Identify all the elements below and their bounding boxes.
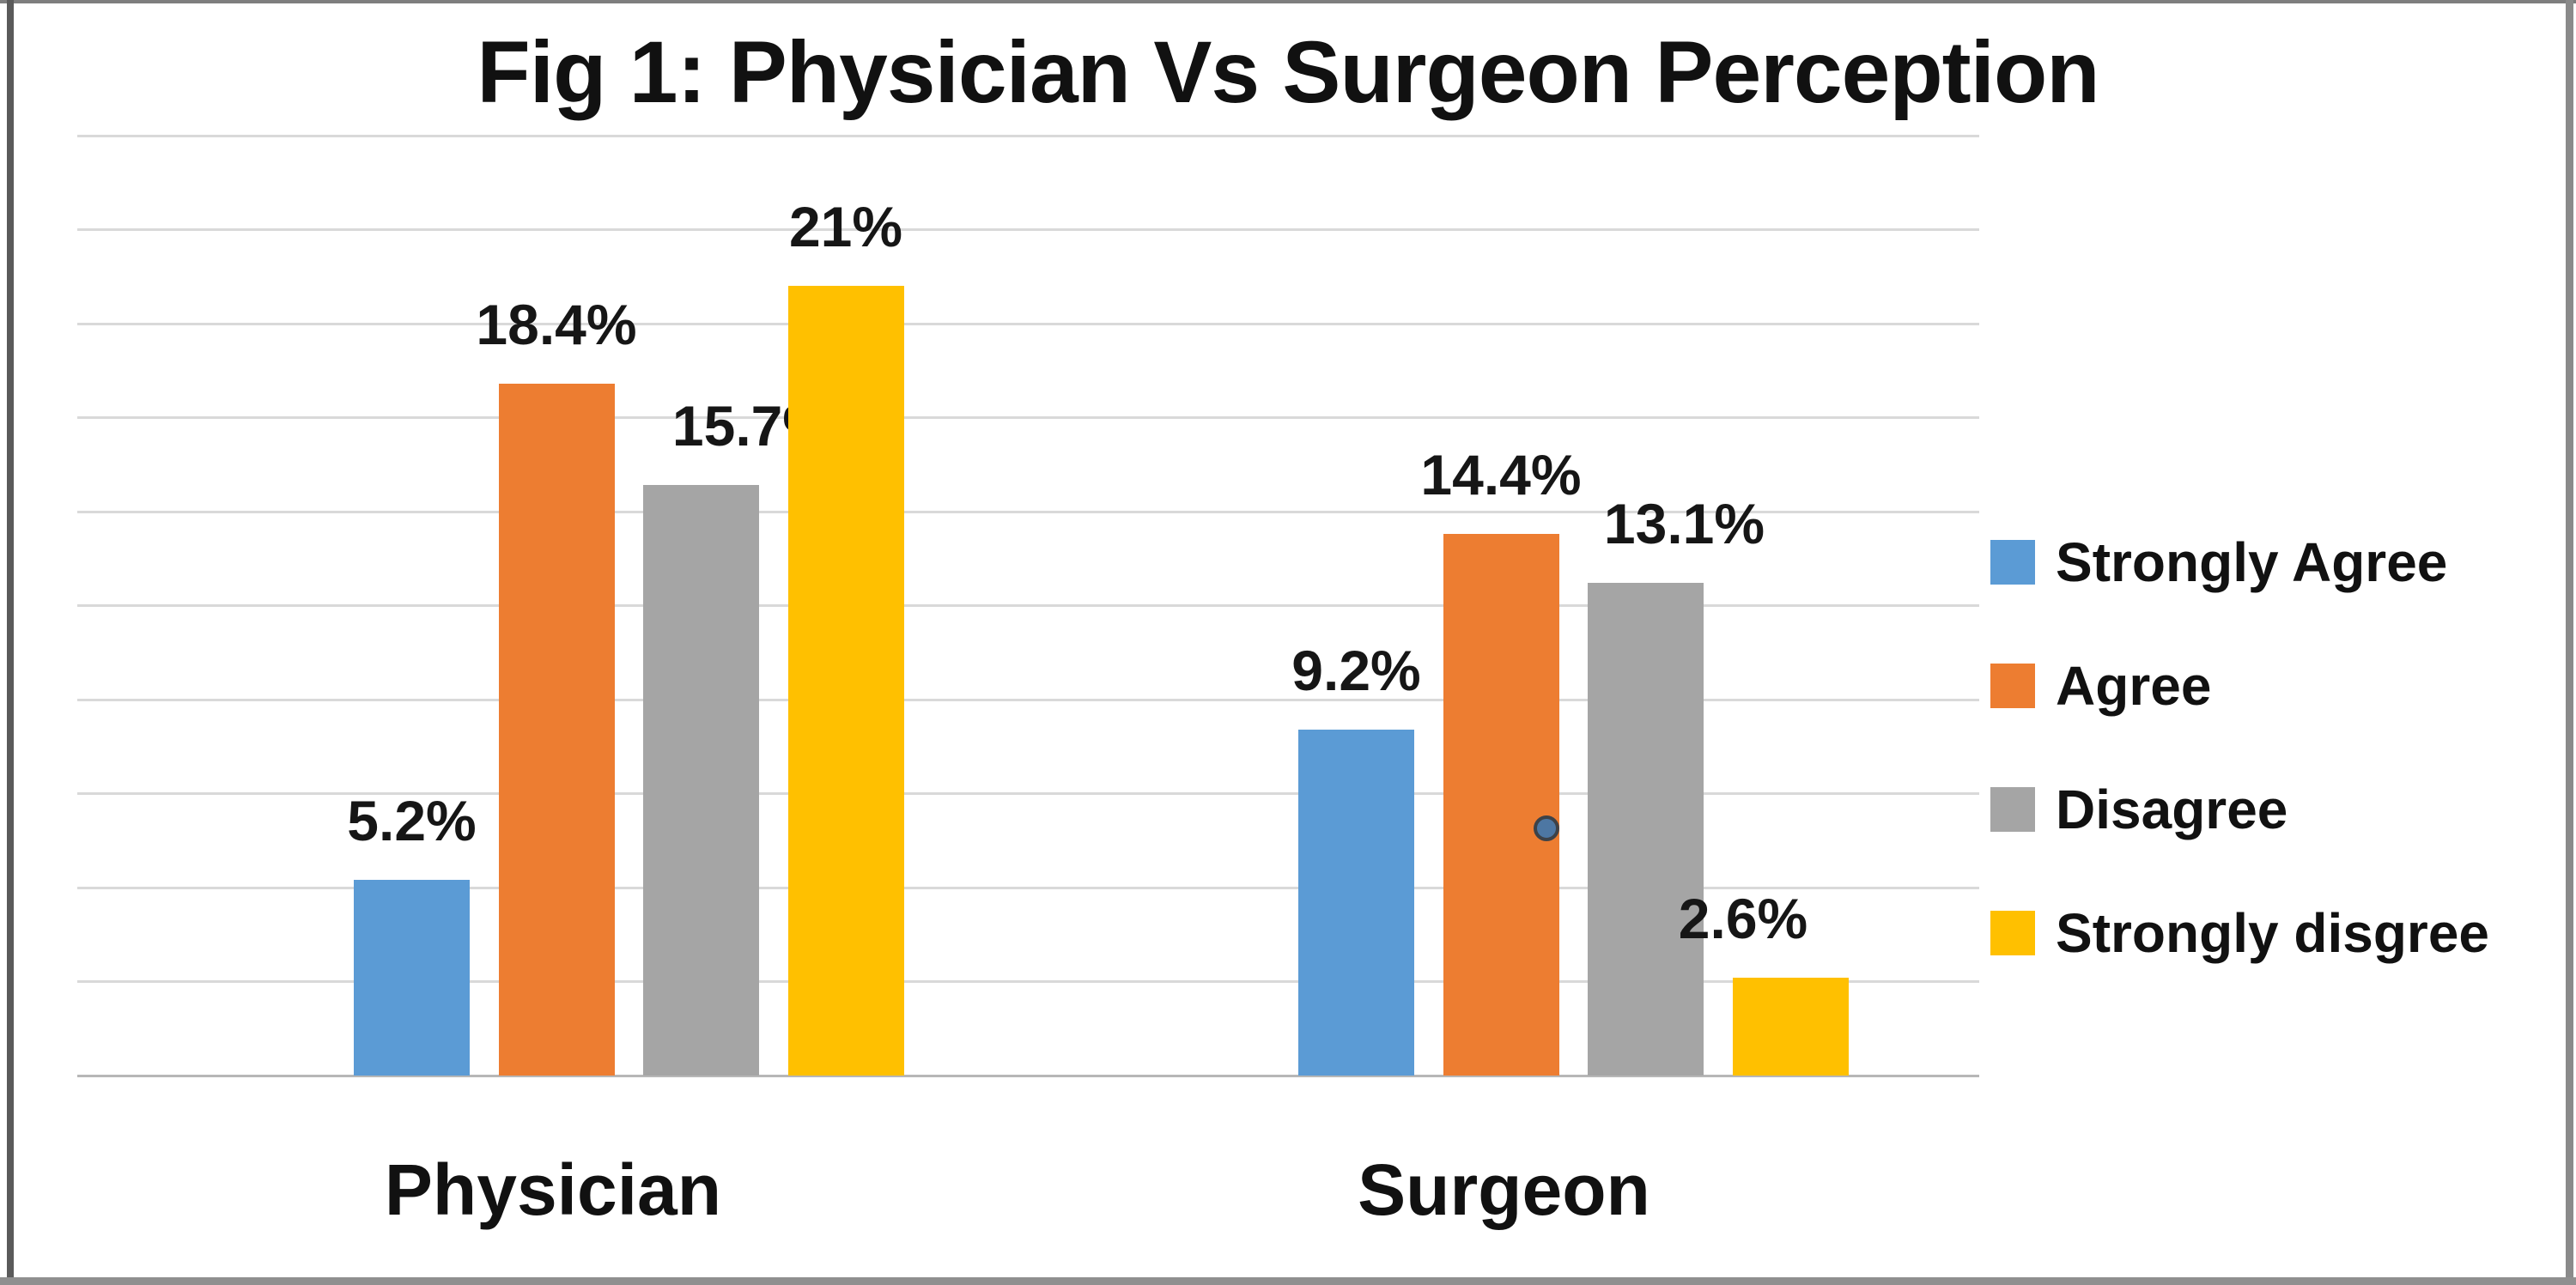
bar-value-label-surgeon-strongly-agree: 9.2% <box>1291 639 1421 703</box>
chart-title: Fig 1: Physician Vs Surgeon Perception <box>477 23 2099 121</box>
x-axis-label-physician: Physician <box>384 1149 722 1230</box>
bar-surgeon-disagree <box>1588 583 1704 1076</box>
gridline <box>77 886 1979 889</box>
gridline <box>77 134 1979 137</box>
gridline <box>77 228 1979 231</box>
gridline <box>77 604 1979 607</box>
gridline <box>77 322 1979 325</box>
legend-swatch-agree <box>1990 664 2035 708</box>
gridline <box>77 980 1979 983</box>
bar-value-label-surgeon-disagree: 13.1% <box>1603 492 1765 556</box>
stray-marker-dot <box>1534 815 1559 841</box>
frame-border-top <box>0 0 2576 3</box>
bar-value-label-physician-strongly-disgree: 21% <box>788 195 903 259</box>
legend: Strongly Agree Agree Disagree Strongly d… <box>1990 534 2489 961</box>
frame-border-bottom <box>0 1277 2576 1285</box>
bar-value-label-physician-strongly-agree: 5.2% <box>347 789 477 853</box>
bar-surgeon-strongly-disgree <box>1732 978 1849 1076</box>
x-axis-line <box>77 1074 1979 1077</box>
gridline <box>77 416 1979 419</box>
bar-surgeon-agree <box>1443 534 1559 1076</box>
frame-border-left <box>7 0 14 1285</box>
legend-item-strongly-agree: Strongly Agree <box>1990 534 2489 591</box>
bar-surgeon-strongly-agree <box>1298 730 1414 1076</box>
bar-value-label-surgeon-strongly-disgree: 2.6% <box>1678 887 1808 951</box>
bar-physician-strongly-agree <box>354 880 470 1076</box>
frame-border-right <box>2566 0 2573 1285</box>
legend-label-strongly-agree: Strongly Agree <box>2056 531 2448 593</box>
x-axis-label-surgeon: Surgeon <box>1358 1149 1650 1230</box>
bar-physician-strongly-disgree <box>787 286 904 1076</box>
legend-item-agree: Agree <box>1990 658 2489 714</box>
gridline <box>77 698 1979 701</box>
legend-label-agree: Agree <box>2056 655 2212 717</box>
legend-label-disagree: Disagree <box>2056 779 2288 840</box>
legend-swatch-strongly-disgree <box>1990 911 2035 955</box>
bar-physician-agree <box>498 384 615 1076</box>
legend-label-strongly-disgree: Strongly disgree <box>2056 902 2489 964</box>
legend-item-strongly-disgree: Strongly disgree <box>1990 905 2489 961</box>
bar-value-label-surgeon-agree: 14.4% <box>1420 443 1582 507</box>
legend-item-disagree: Disagree <box>1990 781 2489 838</box>
legend-swatch-strongly-agree <box>1990 540 2035 585</box>
gridline <box>77 792 1979 795</box>
bar-value-label-physician-agree: 18.4% <box>476 293 637 357</box>
legend-swatch-disagree <box>1990 787 2035 832</box>
bar-physician-disagree <box>643 485 759 1076</box>
gridline <box>77 510 1979 513</box>
